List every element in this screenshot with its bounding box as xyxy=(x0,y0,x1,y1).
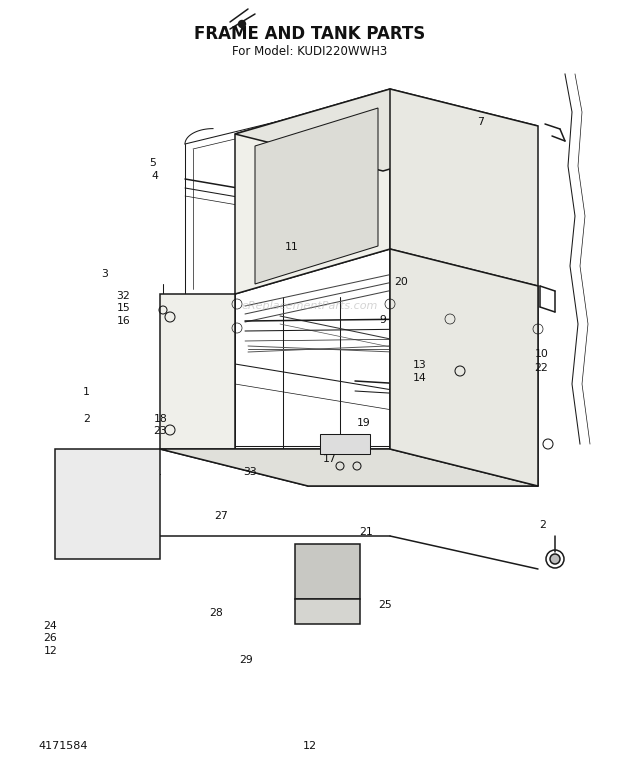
Polygon shape xyxy=(160,449,538,486)
Text: 2: 2 xyxy=(539,521,546,530)
Text: 1: 1 xyxy=(83,387,90,397)
Text: 16: 16 xyxy=(117,317,130,326)
Text: 29: 29 xyxy=(239,655,252,665)
Polygon shape xyxy=(390,249,538,486)
Text: 9: 9 xyxy=(379,315,386,325)
Text: eReplacementParts.com: eReplacementParts.com xyxy=(242,301,378,311)
Text: 3: 3 xyxy=(102,270,108,279)
Text: 21: 21 xyxy=(360,527,373,536)
Polygon shape xyxy=(320,434,370,454)
Text: 15: 15 xyxy=(117,303,130,313)
Polygon shape xyxy=(295,544,360,599)
Polygon shape xyxy=(255,108,378,284)
Text: 19: 19 xyxy=(356,419,370,428)
Text: 10: 10 xyxy=(534,350,548,359)
Polygon shape xyxy=(235,89,538,171)
Circle shape xyxy=(239,20,246,27)
Text: 4171584: 4171584 xyxy=(38,741,87,751)
Polygon shape xyxy=(55,449,160,559)
Polygon shape xyxy=(295,599,360,624)
Text: 11: 11 xyxy=(285,242,299,252)
Text: For Model: KUDI220WWH3: For Model: KUDI220WWH3 xyxy=(232,45,388,57)
Text: 25: 25 xyxy=(378,601,392,610)
Text: 20: 20 xyxy=(394,278,407,287)
Text: 33: 33 xyxy=(243,467,257,477)
Circle shape xyxy=(550,554,560,564)
Text: FRAME AND TANK PARTS: FRAME AND TANK PARTS xyxy=(195,25,425,43)
Text: 12: 12 xyxy=(303,741,317,751)
Polygon shape xyxy=(235,89,390,294)
Polygon shape xyxy=(390,89,538,286)
Text: 5: 5 xyxy=(149,158,156,168)
Text: 18: 18 xyxy=(154,415,167,424)
Text: 7: 7 xyxy=(477,117,484,126)
Text: 24: 24 xyxy=(43,621,57,630)
Text: 12: 12 xyxy=(43,646,57,655)
Polygon shape xyxy=(160,294,235,449)
Text: 14: 14 xyxy=(412,373,426,383)
Text: 4: 4 xyxy=(151,172,158,181)
Text: 28: 28 xyxy=(210,608,223,618)
Text: 23: 23 xyxy=(154,426,167,436)
Text: 27: 27 xyxy=(214,511,228,521)
Text: 32: 32 xyxy=(117,292,130,301)
Text: 13: 13 xyxy=(412,360,426,369)
Text: 22: 22 xyxy=(534,364,548,373)
Text: 2: 2 xyxy=(83,415,90,424)
Text: 26: 26 xyxy=(43,633,57,643)
Text: 17: 17 xyxy=(322,454,336,463)
